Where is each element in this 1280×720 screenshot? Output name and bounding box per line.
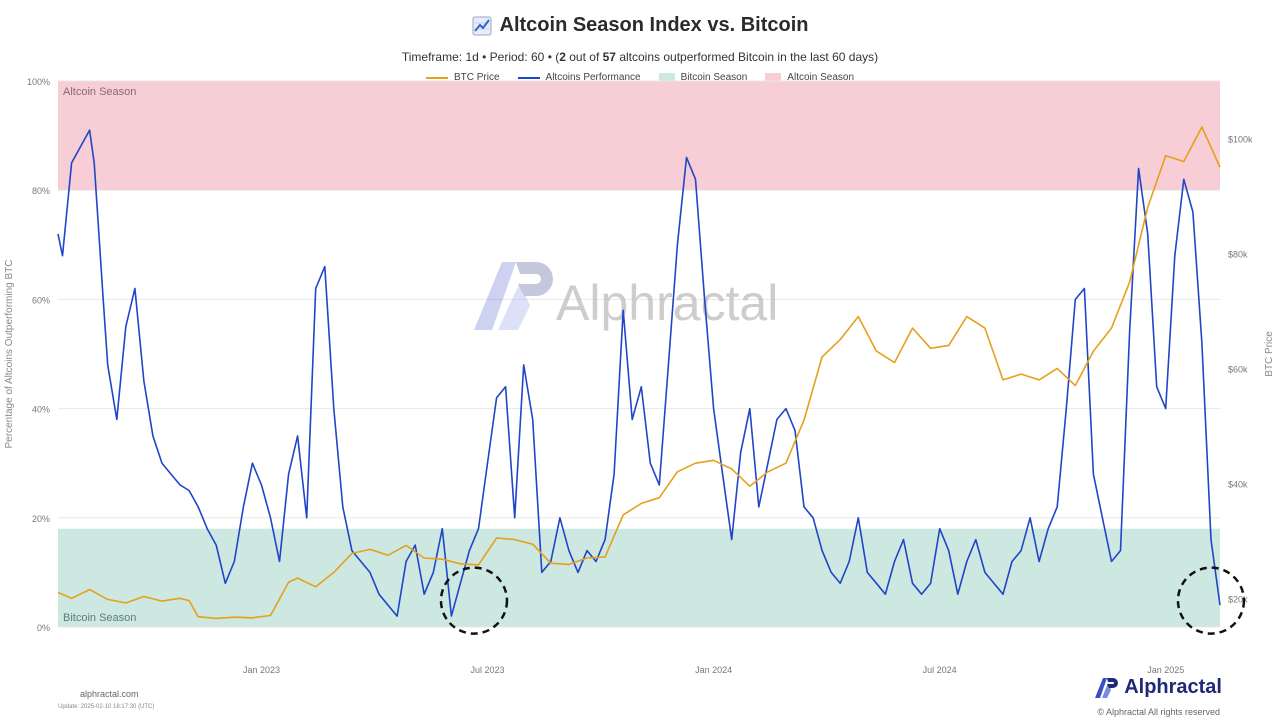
y-tick-right: $100k bbox=[1228, 134, 1253, 144]
alphractal-logo-icon bbox=[1095, 677, 1119, 698]
subtitle-suffix: altcoins outperformed Bitcoin in the las… bbox=[615, 50, 879, 64]
brand-logo: Alphractal bbox=[1094, 676, 1222, 699]
chart-trend-icon bbox=[472, 16, 492, 35]
subtitle-total: 57 bbox=[602, 50, 616, 64]
x-tick: Jan 2023 bbox=[243, 665, 280, 675]
y-tick-left: 60% bbox=[32, 295, 50, 305]
x-tick: Jul 2023 bbox=[471, 665, 505, 675]
legend-item-btc-price[interactable]: BTC Price bbox=[425, 72, 500, 83]
footer-update: Update: 2025-02-10 18:17:30 (UTC) bbox=[58, 704, 155, 710]
annotation-circle-1 bbox=[1176, 566, 1246, 635]
footer-copyright: © Alphractal All rights reserved bbox=[1097, 707, 1220, 717]
y-tick-left: 20% bbox=[32, 514, 50, 524]
chart-title-text: Altcoin Season Index vs. Bitcoin bbox=[499, 14, 809, 36]
legend-swatch-bitcoin-season bbox=[658, 72, 675, 83]
legend-item-altcoins[interactable]: Altcoins Performance bbox=[517, 72, 641, 83]
y-tick-right: $80k bbox=[1228, 249, 1248, 259]
chart-title-row: Altcoin Season Index vs. Bitcoin bbox=[0, 14, 1280, 41]
legend-label-bitcoin-season: Bitcoin Season bbox=[680, 72, 748, 83]
y-tick-right: $60k bbox=[1228, 364, 1248, 374]
legend-label-btc: BTC Price bbox=[453, 72, 500, 83]
legend-swatch-altcoin-season bbox=[765, 72, 782, 83]
footer-site[interactable]: alphractal.com bbox=[80, 689, 139, 699]
x-tick: Jan 2025 bbox=[1147, 665, 1184, 675]
legend-swatch-altcoins bbox=[517, 76, 540, 79]
y-tick-left: 80% bbox=[32, 186, 50, 196]
series-line-btc-price bbox=[57, 126, 1221, 620]
band-label-bitcoin-season: Bitcoin Season bbox=[63, 612, 136, 624]
chart-legend: BTC Price Altcoins Performance Bitcoin S… bbox=[0, 72, 1280, 83]
subtitle-count: 2 bbox=[559, 50, 566, 64]
y-tick-right: $20k bbox=[1228, 594, 1248, 604]
y-tick-left: 0% bbox=[37, 623, 50, 633]
chart-subtitle: Timeframe: 1d • Period: 60 • (2 out of 5… bbox=[0, 50, 1280, 64]
subtitle-middle: out of bbox=[565, 50, 603, 64]
brand-name: Alphractal bbox=[1124, 676, 1222, 698]
season-band-1 bbox=[58, 528, 1220, 627]
legend-swatch-btc bbox=[425, 76, 448, 79]
y-axis-title-right: BTC Price bbox=[1264, 331, 1275, 377]
watermark-text: Alphractal bbox=[556, 275, 778, 331]
chart-title: Altcoin Season Index vs. Bitcoin bbox=[472, 14, 809, 37]
band-label-altcoin-season: Altcoin Season bbox=[63, 86, 136, 98]
y-tick-left: 40% bbox=[32, 405, 50, 415]
watermark-logo-icon bbox=[474, 262, 553, 330]
y-axis-title-left: Percentage of Altcoins Outperforming BTC bbox=[4, 260, 15, 449]
legend-item-altcoin-season[interactable]: Altcoin Season bbox=[765, 72, 854, 83]
x-tick: Jul 2024 bbox=[923, 665, 957, 675]
x-tick: Jan 2024 bbox=[695, 665, 732, 675]
series-line-altcoins-performance bbox=[57, 129, 1221, 617]
subtitle-prefix: Timeframe: 1d • Period: 60 • ( bbox=[401, 50, 560, 64]
annotation-circle-0 bbox=[439, 566, 509, 635]
season-band-0 bbox=[58, 81, 1220, 191]
legend-item-bitcoin-season[interactable]: Bitcoin Season bbox=[658, 72, 748, 83]
legend-label-altcoins: Altcoins Performance bbox=[545, 72, 641, 83]
legend-label-altcoin-season: Altcoin Season bbox=[787, 72, 855, 83]
y-tick-right: $40k bbox=[1228, 479, 1248, 489]
y-tick-left: 100% bbox=[27, 77, 50, 87]
